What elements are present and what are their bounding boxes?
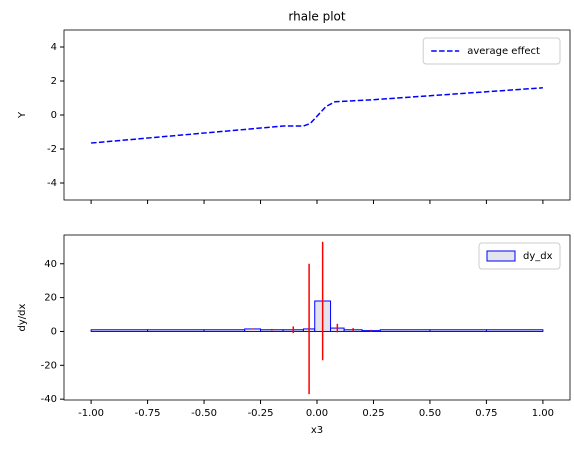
bar [147,329,205,332]
y-tick-label: 0 [51,326,57,337]
legend-swatch [486,250,516,262]
legend-label: average effect [467,46,540,57]
y-tick-label: 2 [51,76,57,87]
x-tick-label: 0.75 [475,408,497,419]
x-tick-label: -0.50 [191,408,217,419]
y-tick-label: -20 [41,360,57,371]
x-tick-label: 1.00 [532,408,554,419]
legend-box [422,37,561,65]
bar [429,329,487,332]
x-tick-label: -0.75 [135,408,161,419]
bar [203,329,246,332]
y-tick-label: 4 [51,42,57,53]
axes-frame [63,29,571,201]
legend-box [478,242,561,270]
x-tick-label: -1.00 [78,408,104,419]
y-tick-label: 20 [44,293,57,304]
y-axis-label: dy/dx [17,303,28,331]
chart-title: rhale plot [288,10,346,24]
bar [90,329,149,332]
bar [485,329,544,332]
x-tick-label: 0.25 [362,408,384,419]
x-tick-label: 0.50 [419,408,441,419]
y-tick-label: 40 [44,259,57,270]
y-tick-label: -40 [41,394,57,405]
y-tick-label: -4 [47,178,57,189]
x-axis-label: x3 [311,425,323,436]
x-tick-label: 0.00 [306,408,328,419]
x-tick-label: -0.25 [248,408,274,419]
line [91,87,543,144]
y-tick-label: 0 [51,110,57,121]
axes-frame [63,234,571,401]
legend-label: dy_dx [523,251,553,262]
y-tick-label: -2 [47,144,57,155]
y-axis-label: Y [17,111,28,119]
